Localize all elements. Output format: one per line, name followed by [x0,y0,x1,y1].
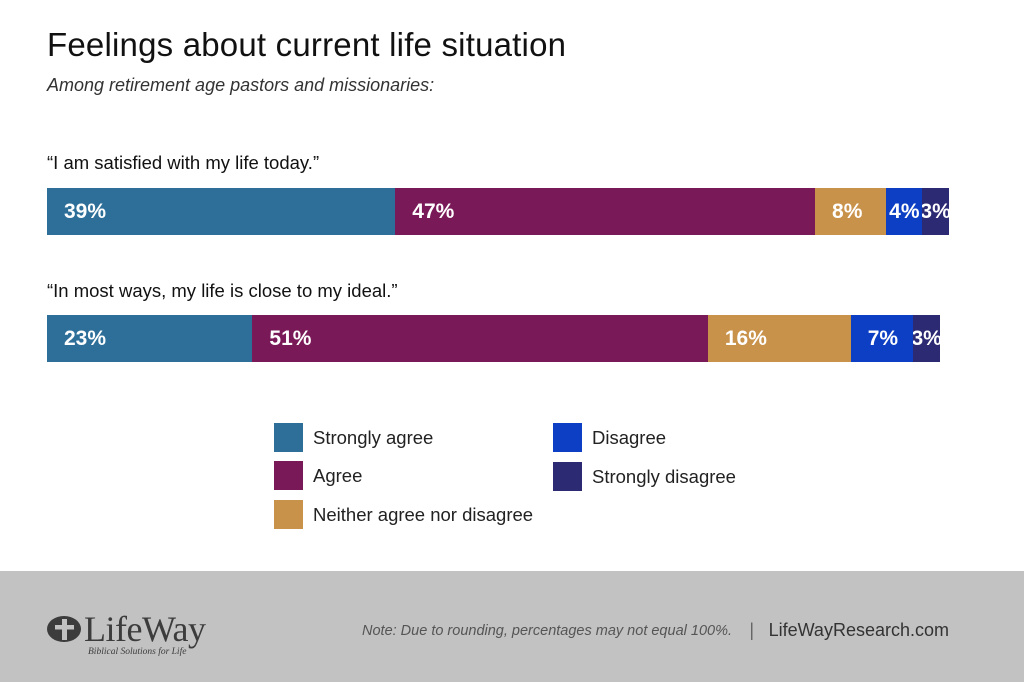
legend-swatch [274,423,303,452]
footer: LifeWay Biblical Solutions for Life Note… [0,571,1024,682]
legend-label: Strongly disagree [592,465,736,487]
chart-subtitle: Among retirement age pastors and mission… [47,75,435,95]
bar-segment-agree: 51% [252,315,708,362]
legend-label: Neither agree nor disagree [313,503,534,525]
bar-segment-strongly-disagree: 3% [913,315,941,362]
rounding-note: Note: Due to rounding, percentages may n… [362,623,732,639]
lifeway-logo: LifeWay Biblical Solutions for Life [46,609,206,657]
bar-segment-neither-agree-nor-disagree: 8% [815,188,887,235]
legend-item-strongly-agree: Strongly agree [274,423,433,452]
website-link[interactable]: LifeWayResearch.com [768,620,949,640]
bar-segment-disagree: 4% [886,188,923,235]
stacked-bar-2: 23% 51% 16% 7% 3% [47,315,949,362]
legend-swatch [274,500,303,529]
legend-item-neither-agree-nor-disagree: Neither agree nor disagree [274,500,533,529]
bar-segment-disagree: 7% [850,315,914,362]
cross-logo-icon [47,616,81,642]
question-label-2: “In most ways, my life is close to my id… [47,280,398,301]
legend-item-disagree: Disagree [553,423,666,452]
bar-segment-neither-agree-nor-disagree: 16% [707,315,851,362]
legend-label: Disagree [592,426,667,448]
bar-segment-strongly-agree: 23% [47,315,253,362]
chart-title: Feelings about current life situation [47,26,567,63]
legend-item-strongly-disagree: Strongly disagree [553,462,736,491]
footer-separator: | [749,620,754,640]
legend-swatch [553,423,582,452]
legend-label: Strongly agree [313,426,434,448]
bar-segment-agree: 47% [395,188,816,235]
bar-segment-strongly-disagree: 3% [922,188,949,235]
bar-segment-strongly-agree: 39% [47,188,396,235]
question-label-1: “I am satisfied with my life today.” [47,152,320,173]
logo-tagline: Biblical Solutions for Life [88,647,187,657]
logo-wordmark: LifeWay [84,609,206,649]
legend-label: Agree [313,464,363,486]
legend-item-agree: Agree [274,461,362,490]
stacked-bar-1: 39% 47% 8% 4% 3% [47,188,949,235]
legend-swatch [274,461,303,490]
legend-swatch [553,462,582,491]
